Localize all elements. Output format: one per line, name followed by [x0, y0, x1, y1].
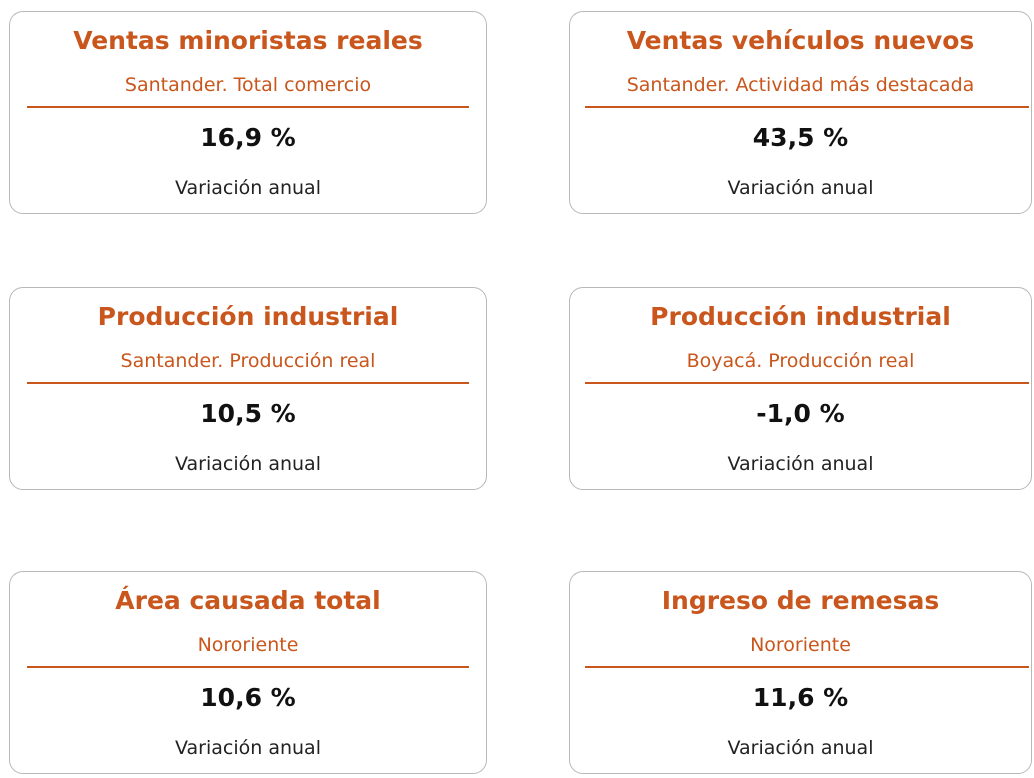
divider [27, 666, 469, 668]
kpi-card: Producción industrial Boyacá. Producción … [569, 287, 1032, 490]
card-title: Producción industrial [97, 302, 399, 331]
card-label: Variación anual [727, 177, 874, 199]
card-value: -1,0 % [756, 399, 845, 428]
card-title: Producción industrial [650, 302, 951, 331]
card-value: 10,5 % [200, 399, 296, 428]
divider [27, 106, 469, 108]
card-subtitle: Nororiente [197, 634, 299, 656]
card-subtitle: Santander. Producción real [120, 350, 376, 372]
card-label: Variación anual [175, 177, 321, 199]
divider [585, 106, 1029, 108]
card-title: Ingreso de remesas [661, 586, 940, 615]
card-subtitle: Nororiente [750, 634, 851, 656]
card-value: 16,9 % [200, 123, 296, 152]
kpi-card: Ventas minoristas reales Santander. Total… [9, 11, 487, 214]
card-value: 10,6 % [200, 683, 296, 712]
divider [585, 666, 1029, 668]
card-label: Variación anual [727, 737, 874, 759]
divider [27, 382, 469, 384]
kpi-card: Área causada total Nororiente 10,6 % Variac… [9, 571, 487, 774]
card-label: Variación anual [175, 737, 321, 759]
kpi-card: Ventas vehículos nuevos Santander. Activi… [569, 11, 1032, 214]
card-title: Ventas minoristas reales [73, 26, 423, 55]
card-subtitle: Santander. Actividad más destacada [626, 74, 975, 96]
card-title: Área causada total [115, 586, 381, 615]
card-value: 11,6 % [752, 683, 849, 712]
card-subtitle: Boyacá. Producción real [686, 350, 915, 372]
card-title: Ventas vehículos nuevos [626, 26, 975, 55]
kpi-card: Producción industrial Santander. Producci… [9, 287, 487, 490]
kpi-card: Ingreso de remesas Nororiente 11,6 % Variac… [569, 571, 1032, 774]
card-subtitle: Santander. Total comercio [124, 74, 372, 96]
card-label: Variación anual [175, 453, 321, 475]
card-value: 43,5 % [752, 123, 849, 152]
divider [585, 382, 1029, 384]
card-label: Variación anual [727, 453, 874, 475]
